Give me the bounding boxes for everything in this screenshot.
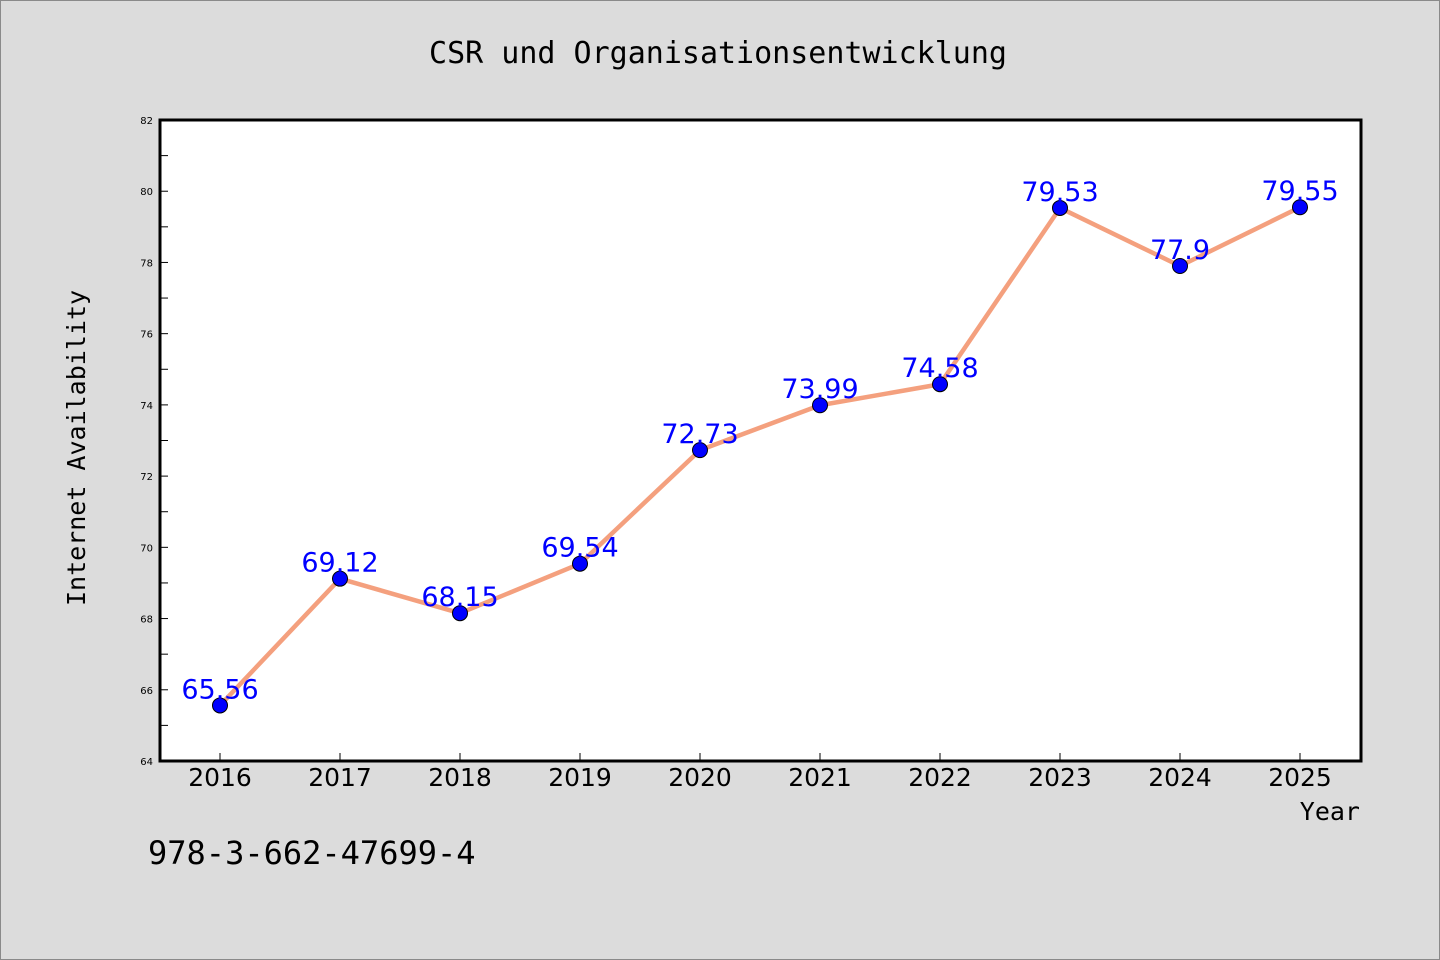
y-tick-label: 66 bbox=[140, 686, 153, 697]
y-tick-label: 82 bbox=[140, 116, 153, 127]
series-markers bbox=[212, 199, 1308, 714]
y-tick-label: 76 bbox=[140, 330, 153, 341]
y-tick-label: 74 bbox=[140, 401, 153, 412]
chart-title: CSR und Organisationsentwicklung bbox=[429, 36, 1007, 71]
data-label: 73.99 bbox=[781, 374, 858, 405]
y-tick-label: 78 bbox=[140, 258, 153, 269]
isbn-text: 978-3-662-47699-4 bbox=[148, 834, 476, 872]
data-point bbox=[212, 697, 228, 714]
y-tick-label: 68 bbox=[140, 615, 153, 626]
plot-border bbox=[158, 118, 1363, 763]
data-label: 79.55 bbox=[1261, 176, 1338, 207]
x-tick-label: 2024 bbox=[1148, 763, 1212, 792]
y-axis-label: Internet Availability bbox=[62, 290, 91, 606]
data-point bbox=[812, 397, 828, 414]
x-tick-label: 2017 bbox=[308, 763, 372, 792]
data-point bbox=[1292, 199, 1308, 216]
data-label: 69.54 bbox=[541, 533, 618, 564]
data-label: 79.53 bbox=[1021, 177, 1098, 208]
data-point bbox=[932, 376, 948, 393]
data-point bbox=[452, 605, 468, 622]
data-point bbox=[332, 570, 348, 587]
x-tick-label: 2019 bbox=[548, 763, 612, 792]
x-tick-label: 2020 bbox=[668, 763, 732, 792]
data-point bbox=[572, 555, 588, 572]
x-tick-label: 2022 bbox=[908, 763, 972, 792]
data-point bbox=[692, 442, 708, 459]
series-line bbox=[217, 204, 1303, 708]
y-tick-label: 70 bbox=[140, 543, 153, 554]
x-axis-ticks: 2016 2017 2018 2019 2020 2021 2022 2023 2024 2025 bbox=[188, 753, 1332, 792]
data-point bbox=[1052, 199, 1068, 216]
x-axis-label: Year bbox=[1300, 797, 1360, 826]
x-tick-label: 2025 bbox=[1268, 763, 1332, 792]
data-label: 74.58 bbox=[901, 353, 978, 384]
x-tick-label: 2021 bbox=[788, 763, 852, 792]
x-tick-label: 2016 bbox=[188, 763, 252, 792]
data-label: 65.56 bbox=[181, 674, 258, 705]
data-label: 68.15 bbox=[421, 582, 498, 613]
y-tick-label: 64 bbox=[140, 757, 153, 768]
x-tick-label: 2023 bbox=[1028, 763, 1092, 792]
data-label: 69.12 bbox=[301, 548, 378, 579]
x-tick-label: 2018 bbox=[428, 763, 492, 792]
data-point bbox=[1172, 258, 1188, 275]
data-labels: 65.56 69.12 68.15 69.54 72.73 73.99 74.58 79.53… bbox=[181, 176, 1338, 705]
plot-area bbox=[160, 120, 1361, 761]
data-label: 72.73 bbox=[661, 419, 738, 450]
y-tick-label: 72 bbox=[140, 472, 153, 483]
data-label: 77.9 bbox=[1150, 235, 1210, 266]
y-tick-label: 80 bbox=[140, 187, 153, 198]
